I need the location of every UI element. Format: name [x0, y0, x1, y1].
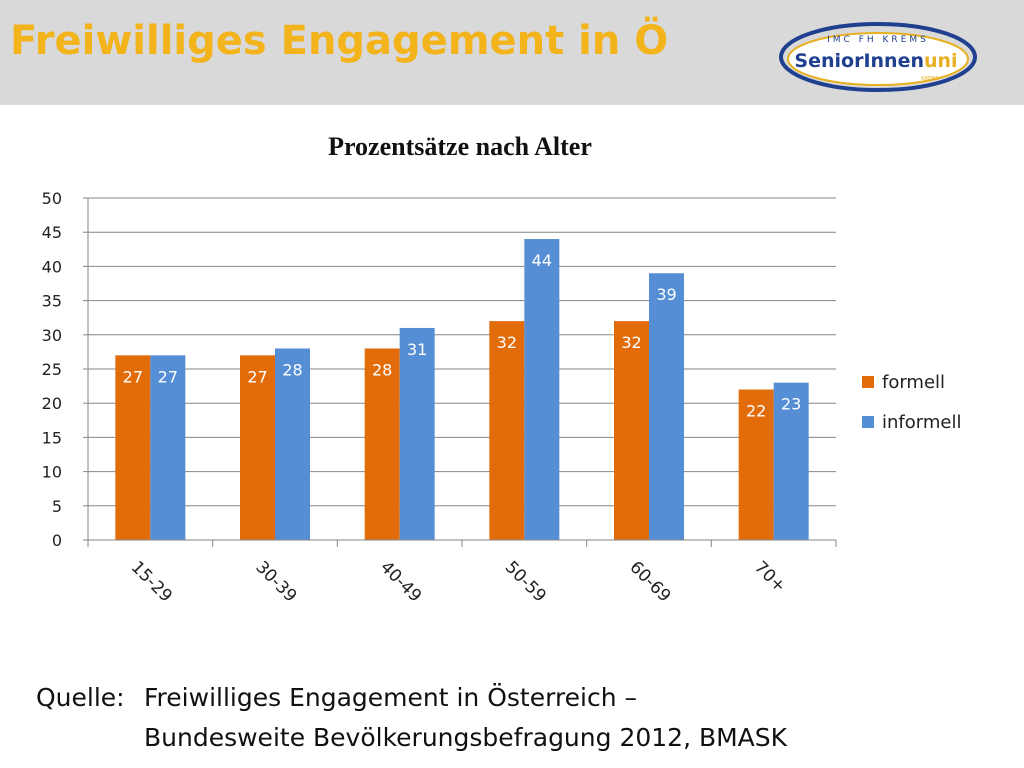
y-tick-label: 35 [42, 292, 62, 311]
bar-informell-40-49 [399, 327, 435, 540]
logo-small-text: KREMS [921, 76, 938, 82]
data-label: 22 [746, 402, 766, 421]
y-tick-label: 50 [42, 189, 62, 208]
logo-top-text: IMC FH KREMS [827, 35, 929, 45]
y-tick-label: 5 [52, 497, 62, 516]
bar-formell-60-69 [614, 321, 649, 540]
x-tick-label: 60-69 [625, 557, 674, 606]
svg-text:SeniorInnenuni: SeniorInnenuni [794, 50, 957, 72]
chart-bars [115, 239, 809, 541]
slide-title: Freiwilliges Engagement in Ö [10, 18, 669, 64]
data-label: 31 [407, 340, 427, 359]
data-label: 32 [497, 333, 517, 352]
bar-formell-70+ [738, 389, 774, 540]
data-label: 32 [621, 333, 641, 352]
y-tick-label: 25 [42, 360, 62, 379]
bar-formell-30-39 [240, 355, 275, 540]
source-line-1: Freiwilliges Engagement in Österreich – [144, 683, 638, 712]
chart-title: Prozentsätze nach Alter [328, 132, 592, 161]
bar-formell-15-29 [115, 355, 151, 540]
data-label: 39 [656, 285, 676, 304]
y-tick-label: 20 [42, 394, 62, 413]
chart-data-labels: 27 27 28 32 32 22 27 28 31 44 39 23 [123, 251, 802, 420]
y-tick-label: 10 [42, 463, 62, 482]
slide-header: Freiwilliges Engagement in Ö IMC FH KREM… [0, 0, 1024, 105]
y-tick-label: 15 [42, 428, 62, 447]
bar-informell-30-39 [275, 348, 310, 540]
legend-swatch-informell [862, 416, 874, 428]
chart-grid [88, 197, 836, 541]
x-tick-label: 30-39 [251, 557, 300, 606]
x-tick-label: 15-29 [127, 557, 176, 606]
data-label: 27 [247, 367, 267, 386]
data-label: 27 [158, 367, 178, 386]
bar-informell-60-69 [649, 273, 684, 540]
x-tick-label: 40-49 [376, 557, 425, 606]
data-label: 28 [372, 360, 392, 379]
bar-formell-50-59 [489, 321, 525, 540]
bar-informell-70+ [773, 382, 809, 540]
bar-informell-15-29 [150, 355, 186, 540]
y-tick-label: 40 [42, 257, 62, 276]
x-tick-label: 50-59 [501, 557, 550, 606]
logo-uni-text: uni [924, 50, 958, 72]
legend-label-informell: informell [882, 412, 961, 433]
legend-swatch-formell [862, 376, 874, 388]
legend-label-formell: formell [882, 372, 945, 393]
bar-chart: Prozentsätze nach Alter 27 27 28 32 32 22 27 28… [42, 132, 962, 606]
data-label: 28 [282, 360, 302, 379]
chart-legend: formell informell [862, 372, 961, 433]
source-line-2: Bundesweite Bevölkerungsbefragung 2012, … [144, 723, 788, 752]
y-tick-label: 45 [42, 223, 62, 242]
bar-formell-40-49 [364, 348, 400, 540]
senior-uni-logo: IMC FH KREMS SeniorInnenuni KREMS [779, 22, 977, 92]
logo-main-text: SeniorInnen [794, 50, 924, 72]
data-label: 44 [532, 251, 552, 270]
bar-informell-50-59 [524, 239, 560, 541]
source-label: Quelle: [36, 683, 125, 712]
y-tick-label: 30 [42, 326, 62, 345]
data-label: 27 [123, 367, 143, 386]
data-label: 23 [781, 395, 801, 414]
y-tick-label: 0 [52, 531, 62, 550]
x-tick-label: 70+ [750, 557, 790, 597]
